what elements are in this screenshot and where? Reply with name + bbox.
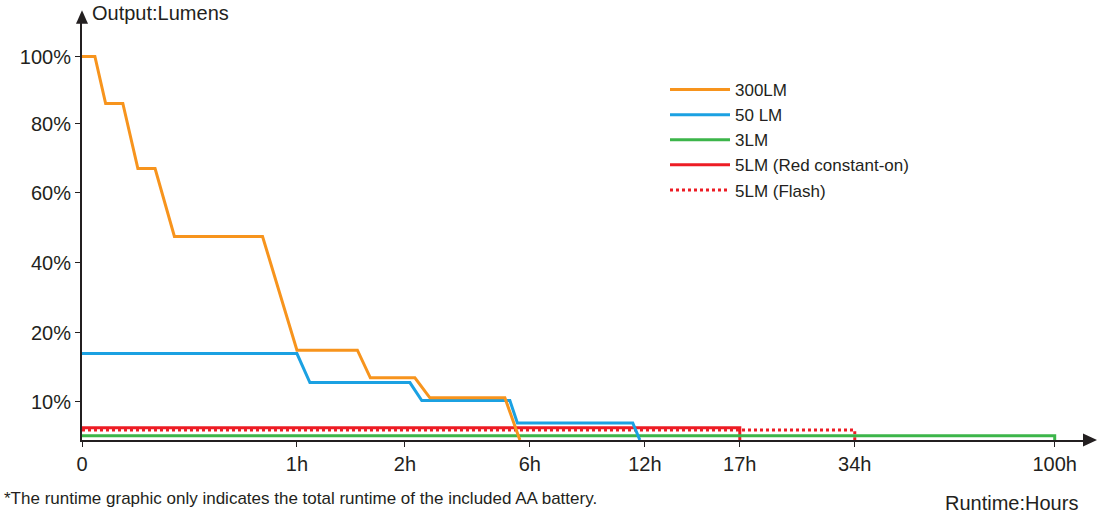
- svg-text:300LM: 300LM: [735, 81, 787, 100]
- svg-text:Runtime:Hours: Runtime:Hours: [945, 492, 1078, 514]
- svg-text:80%: 80%: [31, 113, 71, 135]
- svg-text:*The runtime graphic only indi: *The runtime graphic only indicates the …: [4, 489, 597, 508]
- svg-text:34h: 34h: [838, 453, 871, 475]
- svg-text:6h: 6h: [519, 453, 541, 475]
- svg-text:3LM: 3LM: [735, 131, 768, 150]
- svg-text:40%: 40%: [31, 252, 71, 274]
- svg-text:17h: 17h: [723, 453, 756, 475]
- svg-text:50 LM: 50 LM: [735, 106, 782, 125]
- svg-text:5LM (Red constant-on): 5LM (Red constant-on): [735, 156, 909, 175]
- svg-text:2h: 2h: [394, 453, 416, 475]
- svg-text:60%: 60%: [31, 182, 71, 204]
- svg-text:12h: 12h: [628, 453, 661, 475]
- svg-text:100h: 100h: [1032, 453, 1077, 475]
- svg-text:Output:Lumens: Output:Lumens: [92, 2, 229, 24]
- svg-text:1h: 1h: [286, 453, 308, 475]
- svg-text:5LM (Flash): 5LM (Flash): [735, 182, 826, 201]
- svg-text:10%: 10%: [31, 391, 71, 413]
- svg-text:0: 0: [76, 453, 87, 475]
- svg-text:100%: 100%: [20, 46, 71, 68]
- svg-text:20%: 20%: [31, 322, 71, 344]
